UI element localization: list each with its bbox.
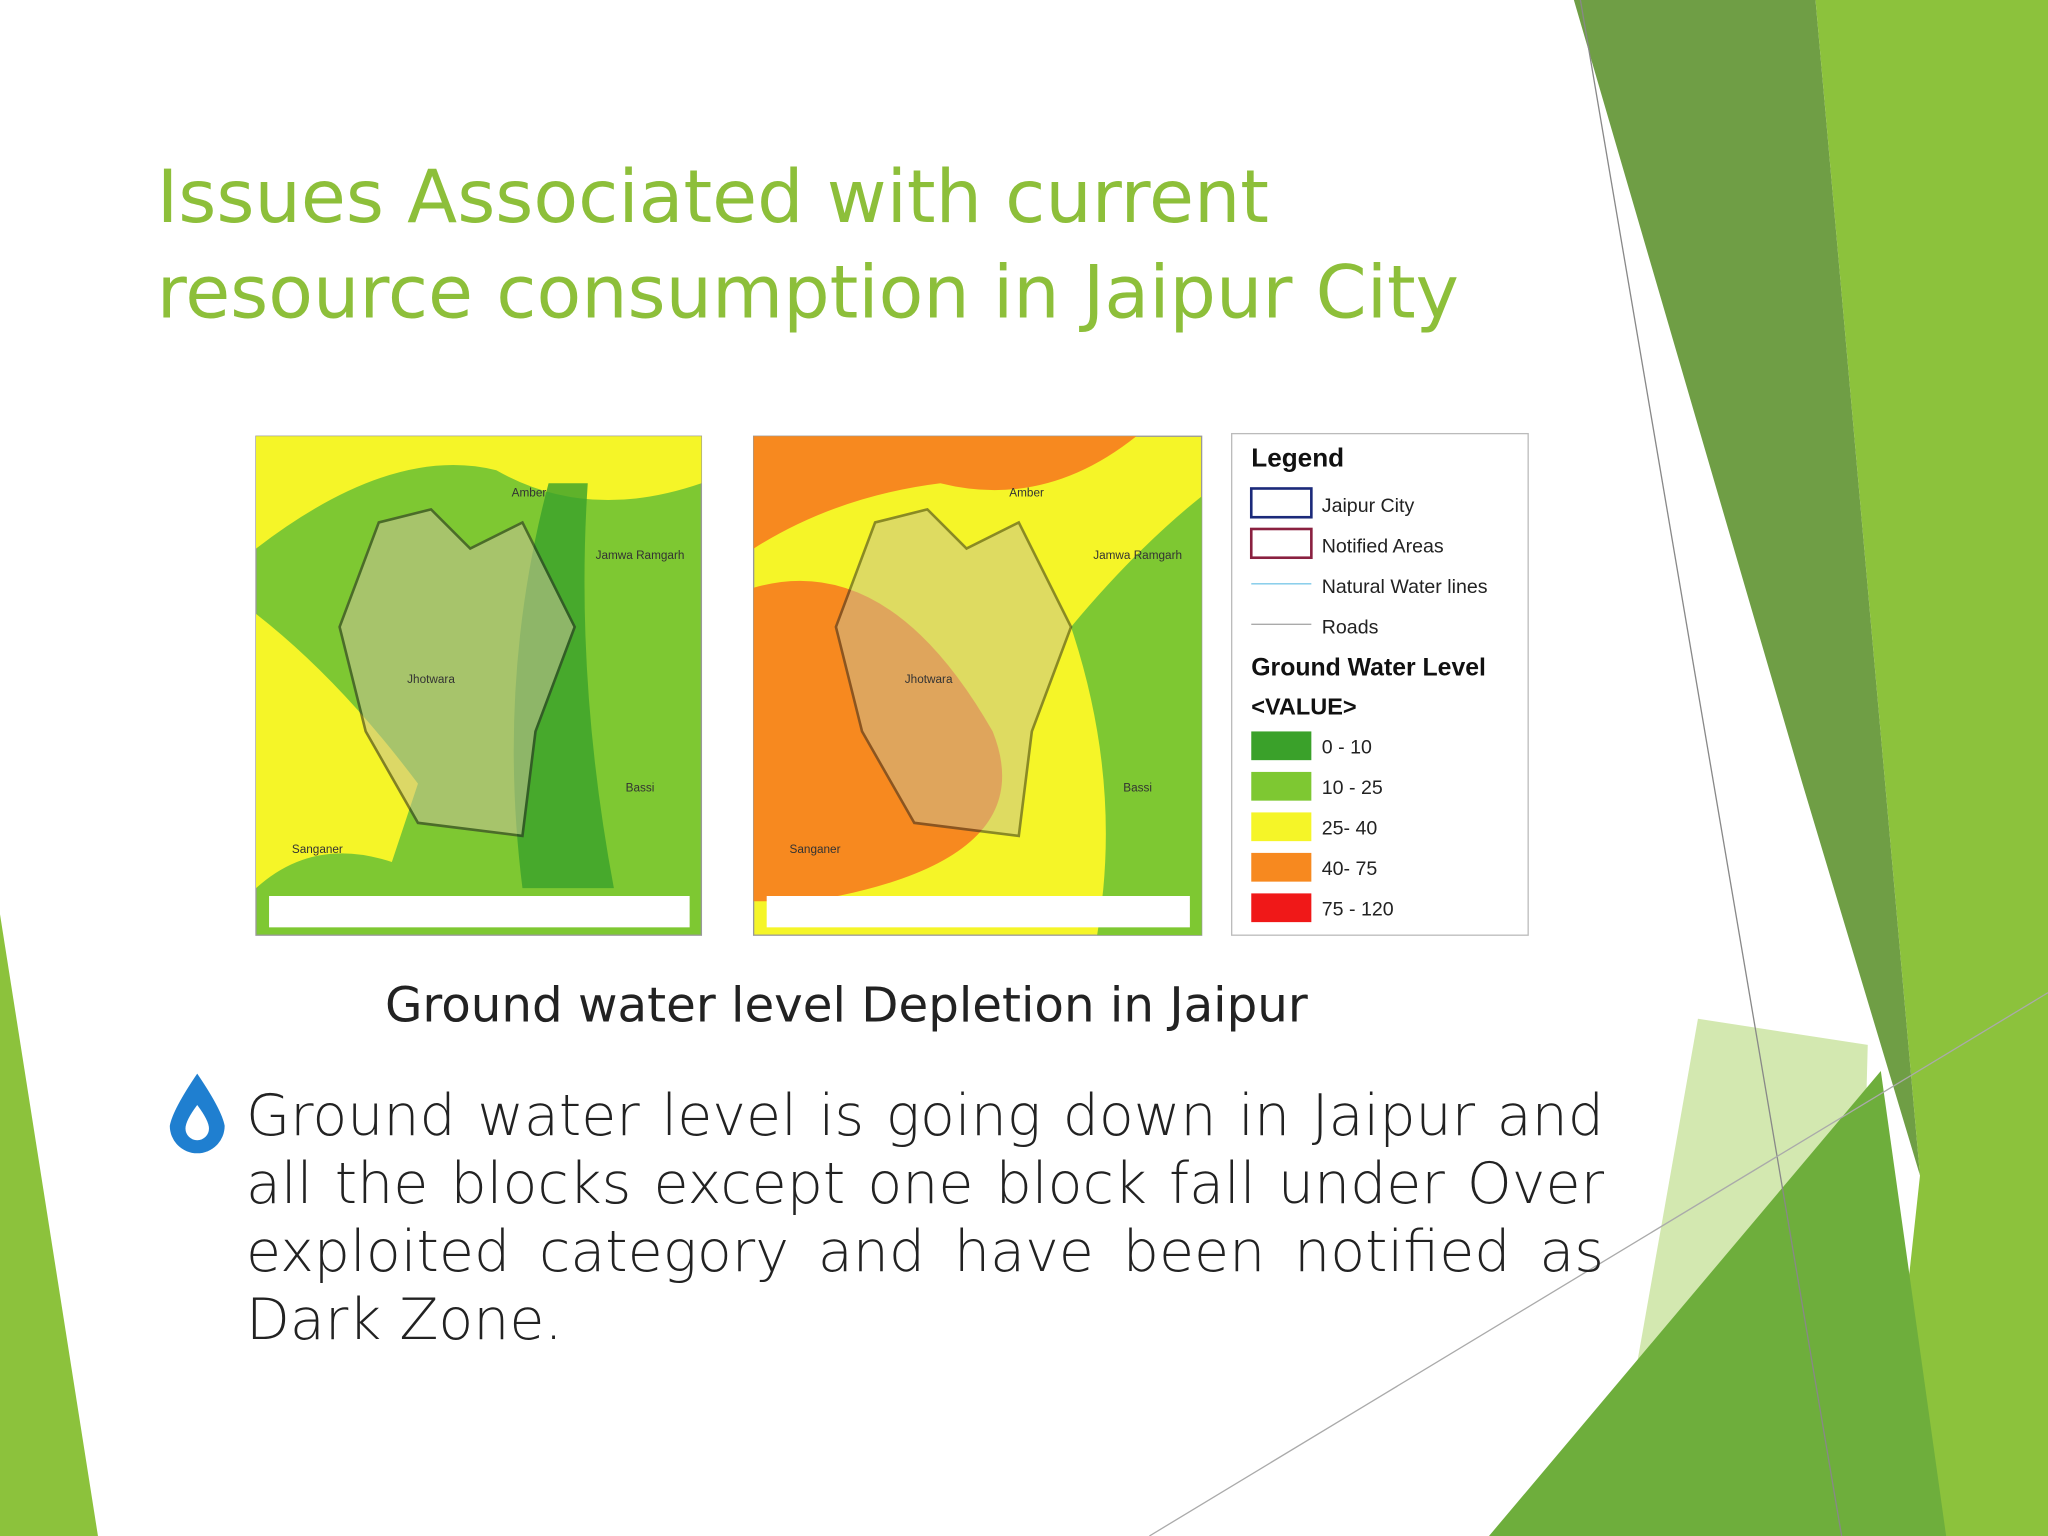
bullet-icon <box>169 1073 225 1154</box>
title-line: Issues Associated with current <box>157 155 1269 240</box>
legend-class-label: 40- 75 <box>1322 858 1378 880</box>
legend-value-header: <VALUE> <box>1251 693 1356 719</box>
place-label: Sanganer <box>790 843 841 856</box>
legend-class-label: 0 - 10 <box>1322 737 1372 759</box>
place-label: Sanganer <box>292 843 343 856</box>
legend-class-label: 75 - 120 <box>1322 899 1394 921</box>
legend-item-label: Notified Areas <box>1322 535 1444 557</box>
legend-item-label: Natural Water lines <box>1322 576 1488 598</box>
place-label: Jhotwara <box>905 673 953 686</box>
legend-class-label: 10 - 25 <box>1322 777 1383 799</box>
place-label: Jhotwara <box>407 673 455 686</box>
legend-title: Legend <box>1251 442 1344 472</box>
place-label: Bassi <box>626 782 655 795</box>
place-label: Jamwa Ramgarh <box>1093 549 1182 562</box>
title-line: resource consumption in Jaipur City <box>157 250 1459 335</box>
caption: Ground water level Depletion in Jaipur <box>385 977 1308 1033</box>
legend-section-title: Ground Water Level <box>1251 654 1486 681</box>
legend-swatch <box>1251 731 1312 761</box>
place-label: Bassi <box>1123 782 1152 795</box>
place-label: Jamwa Ramgarh <box>596 549 685 562</box>
legend-swatch <box>1251 812 1312 842</box>
legend-swatch <box>1251 852 1312 882</box>
legend: Legend Ground Water Level <VALUE> Jaipur… <box>1231 432 1529 936</box>
legend-item-label: Jaipur City <box>1322 495 1415 517</box>
legend-swatch <box>1251 893 1312 923</box>
map-1: Amber Jamwa Ramgarh Jhotwara Bassi Sanganer <box>255 435 703 936</box>
bullet-text: Ground water level is going down in Jaip… <box>246 1083 1604 1353</box>
map-2: Amber Jamwa Ramgarh Jhotwara Bassi Sanganer <box>752 435 1203 936</box>
legend-swatch <box>1251 771 1312 801</box>
place-label: Amber <box>1009 486 1044 499</box>
legend-item-label: Roads <box>1322 616 1379 638</box>
place-label: Amber <box>512 486 547 499</box>
legend-class-label: 25- 40 <box>1322 818 1378 840</box>
